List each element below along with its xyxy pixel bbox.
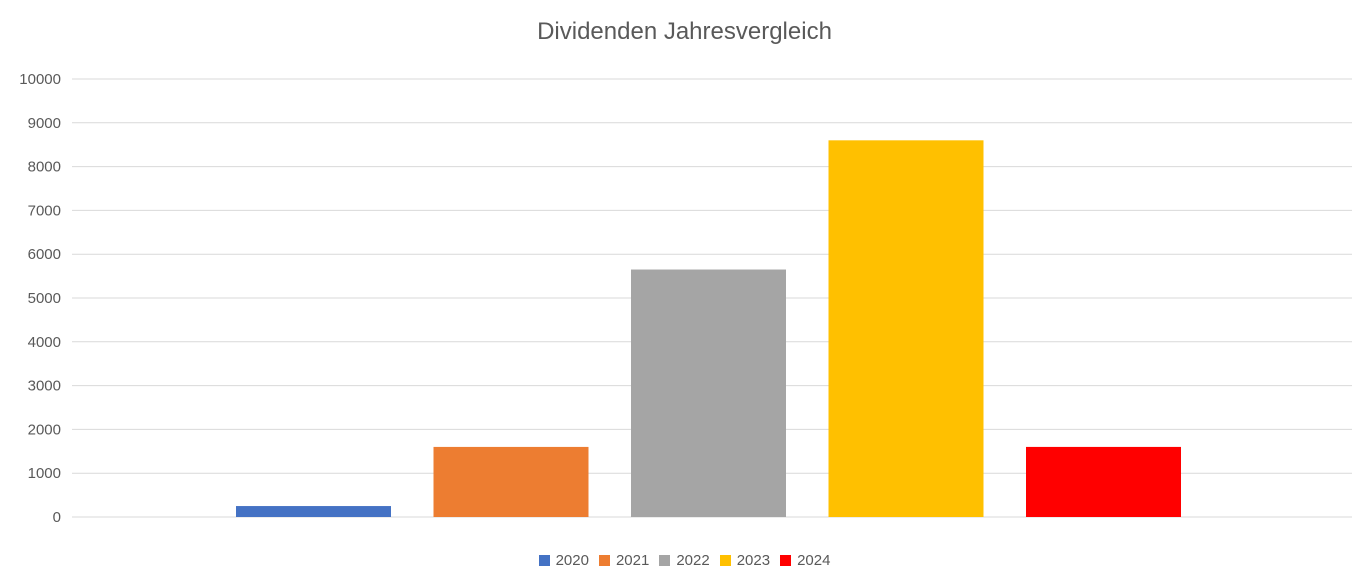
legend-label: 2021 [615, 552, 650, 569]
y-tick-label: 8000 [28, 159, 61, 176]
legend-swatch [780, 555, 792, 566]
legend-item-2020: 2020 [538, 552, 589, 569]
legend-item-2021: 2021 [598, 552, 650, 569]
legend-label: 2024 [797, 552, 831, 569]
y-tick-label: 3000 [28, 378, 61, 395]
y-tick-label: 4000 [28, 334, 61, 351]
legend: 2020 2021 2022 2023 2024 [0, 552, 1369, 569]
legend-swatch [538, 555, 550, 566]
bar-2021 [433, 446, 589, 517]
y-tick-label: 0 [53, 509, 61, 526]
y-tick-label: 2000 [28, 421, 61, 438]
y-tick-label: 9000 [28, 115, 61, 132]
y-tick-label: 5000 [28, 290, 61, 307]
y-tick-label: 6000 [28, 246, 61, 263]
y-tick-label: 7000 [28, 202, 61, 219]
bar-2024 [1026, 446, 1181, 517]
legend-swatch [598, 555, 610, 566]
bar-chart: 0 1000 2000 3000 4000 5000 6000 7000 8000 9000 100… [19, 71, 1352, 526]
legend-label: 2023 [736, 552, 771, 569]
bars [236, 140, 1181, 517]
legend-swatch [659, 555, 671, 566]
bar-2022 [631, 269, 786, 517]
y-tick-label: 1000 [28, 465, 61, 482]
legend-label: 2020 [555, 552, 589, 569]
chart-title: Dividenden Jahresvergleich [537, 18, 832, 45]
legend-item-2022: 2022 [659, 552, 710, 569]
y-axis-tick-labels: 0 1000 2000 3000 4000 5000 6000 7000 8000 9000 100… [19, 71, 61, 526]
bar-2020 [236, 506, 391, 517]
bar-2023 [828, 140, 984, 517]
legend-swatch [719, 555, 731, 566]
legend-label: 2022 [676, 552, 710, 569]
legend-item-2023: 2023 [719, 552, 771, 569]
y-tick-label: 10000 [19, 71, 61, 88]
legend-item-2024: 2024 [780, 552, 830, 569]
